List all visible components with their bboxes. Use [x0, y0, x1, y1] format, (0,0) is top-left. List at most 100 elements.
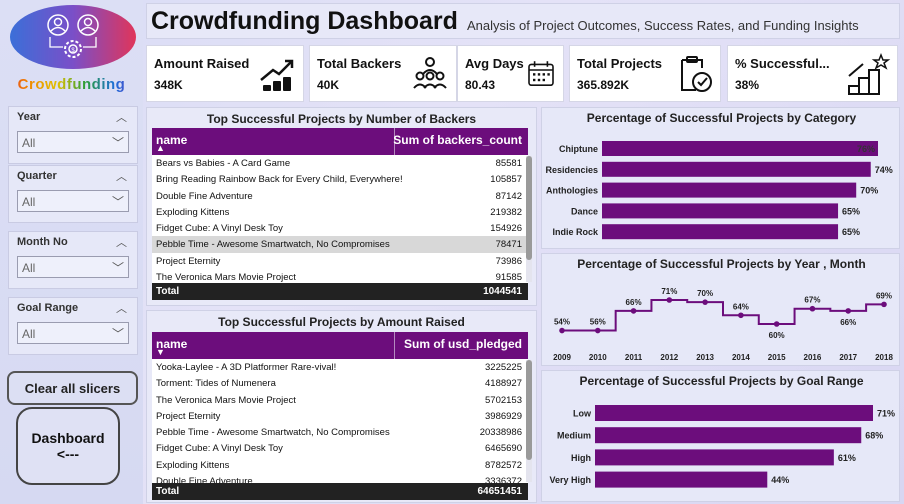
bar [595, 471, 768, 488]
table-row[interactable]: Double Fine Adventure 87142 [152, 188, 528, 204]
clear-all-slicers-button[interactable]: Clear all slicers [7, 371, 138, 405]
bar [602, 182, 857, 198]
slicer-quarter-label: Quarter [17, 170, 57, 182]
data-point [809, 305, 816, 312]
column-header-pledged[interactable]: Sum of usd_pledged [403, 337, 522, 351]
table-row[interactable]: Project Eternity 73986 [152, 253, 528, 269]
quarter-dropdown[interactable]: All ﹀ [17, 190, 129, 212]
row-name: The Veronica Mars Movie Project [156, 272, 296, 284]
data-label: 64% [733, 302, 749, 311]
table-header[interactable]: name ▼ Sum of usd_pledged [152, 332, 528, 359]
row-value: 3986929 [485, 410, 522, 422]
row-value: 87142 [495, 190, 522, 202]
data-point [773, 321, 780, 327]
kpi-value: 38% [735, 78, 760, 92]
chevron-up-icon[interactable]: ︿ [116, 237, 127, 249]
table-scrollbar[interactable] [526, 156, 532, 282]
table-total-row: Total 1044541 [152, 283, 528, 300]
kpi-label: Total Projects [577, 56, 663, 71]
column-header-name[interactable]: name [156, 133, 188, 147]
bar [602, 141, 878, 156]
kpi-label: Total Backers [317, 56, 402, 71]
data-label: 44% [771, 475, 789, 485]
row-name: Bring Reading Rainbow Back for Every Chi… [156, 174, 403, 186]
slicer-month-label: Month No [17, 236, 68, 248]
page-subtitle: Analysis of Project Outcomes, Success Ra… [467, 18, 859, 33]
scrollbar-thumb[interactable] [526, 156, 532, 260]
slicer-month-no[interactable]: Month No ︿ All ﹀ [8, 231, 138, 289]
table-row[interactable]: Pebble Time - Awesome Smartwatch, No Com… [152, 236, 528, 253]
category-label: Very High [549, 475, 591, 485]
table-row[interactable]: Yooka-Laylee - A 3D Platformer Rare-viva… [152, 359, 528, 375]
data-label: 67% [804, 296, 820, 305]
goal-dropdown[interactable]: All ﹀ [17, 322, 129, 344]
kpi-value: 80.43 [465, 78, 496, 92]
kpi-value: 40K [317, 78, 340, 92]
crowdfunding-logo: $ [10, 5, 136, 69]
year-dropdown[interactable]: All ﹀ [17, 131, 129, 153]
slicer-goal-range[interactable]: Goal Range ︿ All ﹀ [8, 297, 138, 355]
table-scrollbar[interactable] [526, 360, 532, 482]
kpi-value: 365.892K [577, 78, 630, 92]
table-row[interactable]: Fidget Cube: A Vinyl Desk Toy 154926 [152, 220, 528, 236]
table-header[interactable]: name ▲ Sum of backers_count [152, 128, 528, 155]
chevron-up-icon[interactable]: ︿ [116, 303, 127, 315]
month-value: All [22, 261, 36, 275]
chevron-down-icon[interactable]: ﹀ [111, 327, 124, 341]
table-row[interactable]: Exploding Kittens 219382 [152, 204, 528, 220]
data-point [702, 299, 708, 305]
goal-value: All [22, 327, 36, 341]
row-value: 85581 [495, 158, 522, 169]
row-value: 20338986 [479, 427, 522, 439]
table-row[interactable]: Pebble Time - Awesome Smartwatch, No Com… [152, 424, 528, 440]
sort-desc-icon[interactable]: ▼ [156, 347, 165, 357]
chevron-up-icon[interactable]: ︿ [116, 112, 127, 124]
chart-title: Percentage of Successful Projects by Cat… [587, 111, 857, 125]
x-tick-label: 2017 [839, 353, 857, 362]
chevron-up-icon[interactable]: ︿ [116, 171, 127, 183]
kpi-label: Amount Raised [154, 56, 250, 71]
people-gear-icon: $ [47, 14, 99, 58]
series-line [562, 299, 884, 332]
data-label: 60% [769, 331, 785, 340]
table-row[interactable]: Double Fine Adventure 3336372 [152, 473, 528, 489]
table-body: Yooka-Laylee - A 3D Platformer Rare-viva… [152, 359, 528, 489]
data-label: 70% [697, 289, 713, 298]
chart-title: Percentage of Successful Projects by Yea… [577, 257, 866, 271]
chevron-down-icon[interactable]: ﹀ [111, 261, 124, 275]
slicer-year-label: Year [17, 111, 41, 123]
sort-asc-icon[interactable]: ▲ [156, 143, 165, 153]
dashboard-button-label: Dashboard [31, 430, 105, 446]
table-pledged-title: Top Successful Projects by Amount Raised [218, 315, 465, 329]
table-row[interactable]: Bears vs Babies - A Card Game 85581 [152, 155, 528, 171]
data-point [594, 327, 601, 334]
data-point [845, 308, 852, 314]
bar [595, 449, 834, 466]
row-name: The Veronica Mars Movie Project [156, 394, 296, 406]
slicer-year[interactable]: Year ︿ All ﹀ [8, 106, 138, 164]
x-tick-label: 2015 [768, 353, 786, 362]
row-name: Pebble Time - Awesome Smartwatch, No Com… [156, 239, 390, 251]
chevron-down-icon[interactable]: ﹀ [111, 136, 124, 150]
slicer-quarter[interactable]: Quarter ︿ All ﹀ [8, 165, 138, 223]
row-name: Double Fine Adventure [156, 190, 253, 202]
table-row[interactable]: Exploding Kittens 8782572 [152, 457, 528, 473]
table-backers[interactable]: name ▲ Sum of backers_count Bears vs Bab… [152, 128, 528, 300]
table-row[interactable]: The Veronica Mars Movie Project 5702153 [152, 392, 528, 408]
dashboard-nav-button[interactable]: Dashboard <--- [16, 407, 120, 485]
month-dropdown[interactable]: All ﹀ [17, 256, 129, 278]
table-row[interactable]: Project Eternity 3986929 [152, 408, 528, 424]
data-label: 68% [865, 431, 883, 441]
table-row[interactable]: Torment: Tides of Numenera 4188927 [152, 375, 528, 391]
column-header-backers[interactable]: Sum of backers_count [393, 133, 522, 147]
chart-title: Percentage of Successful Projects by Goa… [579, 374, 863, 388]
table-row[interactable]: Fidget Cube: A Vinyl Desk Toy 6465690 [152, 440, 528, 456]
scrollbar-thumb[interactable] [526, 360, 532, 460]
table-row[interactable]: Bring Reading Rainbow Back for Every Chi… [152, 171, 528, 187]
table-row[interactable]: The Veronica Mars Movie Project 91585 [152, 269, 528, 285]
column-header-name[interactable]: name [156, 337, 188, 351]
chevron-down-icon[interactable]: ﹀ [111, 195, 124, 209]
chart-category-panel: Percentage of Successful Projects by Cat… [541, 107, 900, 249]
svg-text:$: $ [71, 48, 75, 54]
table-pledged[interactable]: name ▼ Sum of usd_pledged Yooka-Laylee -… [152, 332, 528, 500]
